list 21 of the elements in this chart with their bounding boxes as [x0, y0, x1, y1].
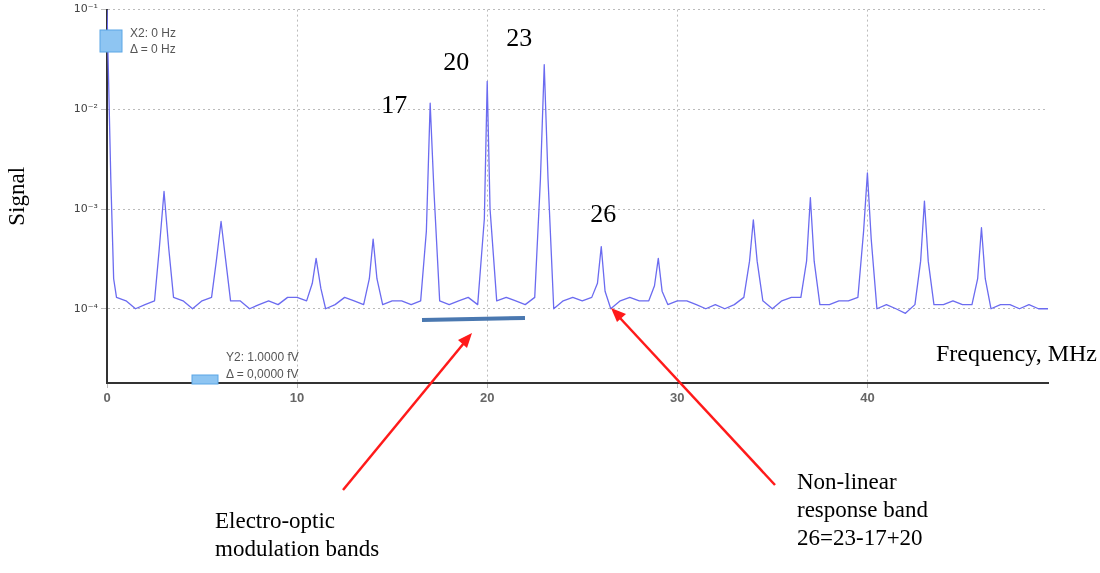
annotation: Δ = 0 Hz — [130, 42, 176, 56]
x-tick-label: 20 — [479, 390, 495, 406]
annotation: X2: 0 Hz — [130, 26, 177, 40]
annotation: 17 — [381, 90, 408, 120]
y-tick-label: 10⁻³ — [73, 201, 98, 215]
text: Non-linear response band 26=23-17+20 — [797, 468, 929, 552]
y-tick-label: 10⁻⁴ — [73, 301, 99, 315]
x-tick-label: 0 — [103, 390, 111, 406]
y-tick-label: 10⁻² — [73, 102, 98, 116]
x-axis-title: Frequency, MHz — [935, 340, 1097, 367]
annotation: 23 — [506, 22, 533, 52]
x-tick-label: 30 — [670, 390, 685, 406]
annotation: 26 — [590, 199, 617, 229]
x-tick-label: 40 — [860, 390, 875, 406]
y-tick-label: 10⁻¹ — [73, 2, 98, 16]
annotation: 20 — [443, 47, 470, 77]
annotation: Δ = 0,0000 fV — [226, 367, 299, 381]
x-tick-label: 10 — [289, 390, 305, 406]
y-axis-title: Signal — [3, 166, 29, 226]
annotation: Y2: 1.0000 fV — [226, 350, 299, 364]
text: Electro-optic modulation bands — [215, 507, 381, 563]
